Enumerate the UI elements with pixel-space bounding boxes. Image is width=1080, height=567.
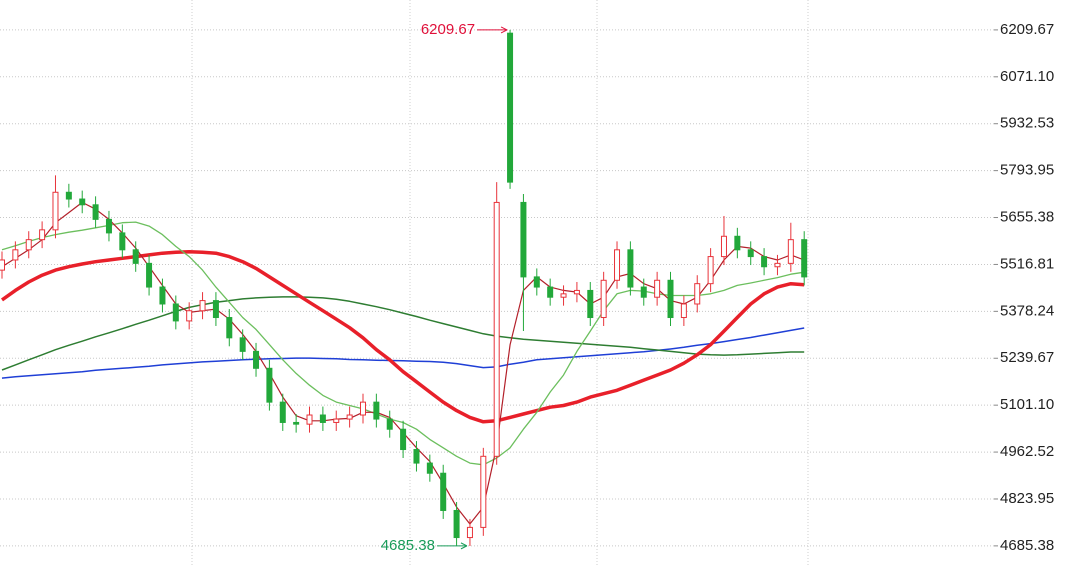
annotation-label: 4685.38 (381, 537, 435, 554)
y-tick-label: 5932.53 (1000, 115, 1054, 132)
candle-body (600, 279, 607, 319)
candle-body (614, 249, 621, 281)
candle-body (79, 198, 86, 206)
candle-body (801, 239, 808, 278)
candle-body (453, 509, 460, 539)
candle-body (413, 449, 420, 464)
candle-body (346, 414, 353, 420)
candle-body (226, 317, 233, 339)
y-tick-label: 6071.10 (1000, 68, 1054, 85)
candle-body (12, 249, 19, 261)
candle-body (0, 259, 5, 271)
candle-body (734, 235, 741, 251)
y-tick-label: 5655.38 (1000, 209, 1054, 226)
candle-body (25, 239, 32, 251)
candle-body (694, 283, 701, 305)
ma-line (1, 296, 805, 371)
candle-body (266, 367, 273, 403)
candle-body (146, 262, 153, 288)
candle-body (466, 526, 473, 539)
candle-body (212, 300, 219, 319)
annotation-label: 6209.67 (421, 21, 475, 38)
candle-body (105, 218, 112, 234)
y-tick-label: 5378.24 (1000, 302, 1054, 319)
arrow-head (500, 26, 508, 34)
candle-body (239, 337, 246, 352)
ma-line (1, 327, 805, 379)
candle-body (39, 229, 46, 241)
candle-body (640, 286, 647, 298)
candle-body (667, 279, 674, 319)
ma-line (0, 250, 805, 424)
candle-body (159, 286, 166, 305)
y-tick-label: 5793.95 (1000, 162, 1054, 179)
candle-body (65, 191, 72, 200)
candle-body (319, 414, 326, 423)
candle-body (306, 414, 313, 425)
candle-body (680, 303, 687, 319)
candle-body (52, 191, 59, 231)
candle-body (573, 289, 580, 295)
y-tick-label: 5516.81 (1000, 255, 1054, 272)
candle-body (587, 289, 594, 319)
candle-body (119, 232, 126, 251)
candle-body (186, 310, 193, 322)
candle-body (333, 418, 340, 423)
candle-body (720, 235, 727, 258)
y-tick-label: 4962.52 (1000, 443, 1054, 460)
candle-body (507, 32, 514, 183)
y-tick-label: 5101.10 (1000, 396, 1054, 413)
candle-body (493, 201, 500, 457)
candle-body (132, 249, 139, 264)
y-tick-label: 4685.38 (1000, 537, 1054, 554)
candle-body (774, 262, 781, 268)
candle-body (293, 421, 300, 425)
candle-body (627, 249, 634, 288)
candle-body (533, 276, 540, 288)
candle-body (480, 455, 487, 528)
candle-body (787, 239, 794, 264)
candle-body (560, 293, 567, 298)
candle-body (707, 256, 714, 285)
candle-body (359, 401, 366, 416)
candle-body (373, 401, 380, 420)
candle-body (386, 418, 393, 430)
candle-body (172, 303, 179, 322)
candle-body (654, 279, 661, 298)
candle-body (253, 350, 260, 369)
candle-body (279, 401, 286, 423)
y-tick-label: 4823.95 (1000, 490, 1054, 507)
candle-body (426, 462, 433, 474)
candle-body (400, 428, 407, 451)
candle-body (440, 472, 447, 511)
candle-body (520, 201, 527, 278)
arrow-head (460, 542, 468, 550)
candle-body (761, 256, 768, 268)
y-tick-label: 5239.67 (1000, 349, 1054, 366)
y-tick-label: 6209.67 (1000, 21, 1054, 38)
candle-body (747, 249, 754, 258)
candle-body (199, 300, 206, 312)
candle-body (547, 286, 554, 298)
candle-body (92, 204, 99, 220)
